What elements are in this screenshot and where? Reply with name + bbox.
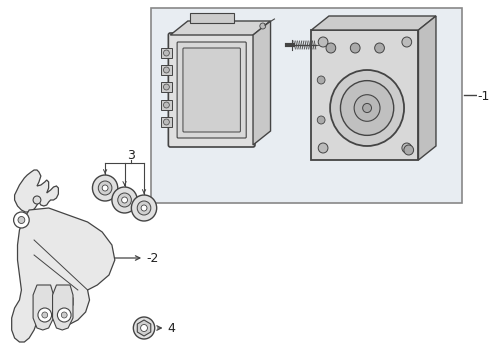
Circle shape [38, 308, 51, 322]
Circle shape [318, 37, 328, 47]
Circle shape [363, 103, 371, 113]
Circle shape [18, 216, 25, 224]
FancyBboxPatch shape [169, 33, 255, 147]
Bar [161, 48, 172, 58]
FancyBboxPatch shape [177, 42, 246, 138]
Polygon shape [312, 16, 436, 30]
Bar [161, 117, 172, 127]
Polygon shape [15, 170, 58, 212]
Circle shape [118, 193, 131, 207]
Circle shape [330, 70, 404, 146]
Text: 4: 4 [168, 321, 175, 334]
Circle shape [164, 119, 170, 125]
Circle shape [164, 50, 170, 56]
Circle shape [42, 312, 48, 318]
Circle shape [350, 43, 360, 53]
Circle shape [164, 102, 170, 108]
Circle shape [318, 143, 328, 153]
Circle shape [354, 95, 380, 121]
Bar [190, 13, 234, 23]
Circle shape [112, 187, 137, 213]
Circle shape [164, 84, 170, 90]
Polygon shape [253, 21, 270, 145]
Text: 3: 3 [127, 149, 135, 162]
Polygon shape [52, 285, 73, 330]
Bar [312, 30, 418, 160]
Circle shape [375, 43, 384, 53]
Text: -1: -1 [478, 90, 490, 103]
Polygon shape [33, 285, 53, 330]
Circle shape [402, 143, 412, 153]
Circle shape [141, 205, 147, 211]
Circle shape [137, 201, 151, 215]
Circle shape [57, 308, 71, 322]
Bar [161, 82, 172, 92]
Circle shape [14, 212, 29, 228]
Circle shape [93, 175, 118, 201]
Polygon shape [418, 16, 436, 160]
Circle shape [141, 324, 147, 332]
Circle shape [260, 23, 266, 29]
Circle shape [402, 37, 412, 47]
FancyBboxPatch shape [183, 48, 241, 132]
Polygon shape [137, 320, 151, 336]
Circle shape [122, 197, 127, 203]
Circle shape [326, 43, 336, 53]
Circle shape [102, 185, 108, 191]
Circle shape [341, 81, 393, 135]
Circle shape [317, 76, 325, 84]
Circle shape [33, 196, 41, 204]
Circle shape [164, 67, 170, 73]
Circle shape [131, 195, 157, 221]
Circle shape [61, 312, 67, 318]
Bar [161, 100, 172, 110]
Polygon shape [12, 208, 115, 342]
Circle shape [404, 145, 414, 155]
Bar [151, 8, 462, 203]
Circle shape [98, 181, 112, 195]
Circle shape [133, 317, 155, 339]
Circle shape [317, 116, 325, 124]
Text: -2: -2 [146, 252, 158, 265]
Bar [161, 65, 172, 75]
Polygon shape [171, 21, 270, 35]
